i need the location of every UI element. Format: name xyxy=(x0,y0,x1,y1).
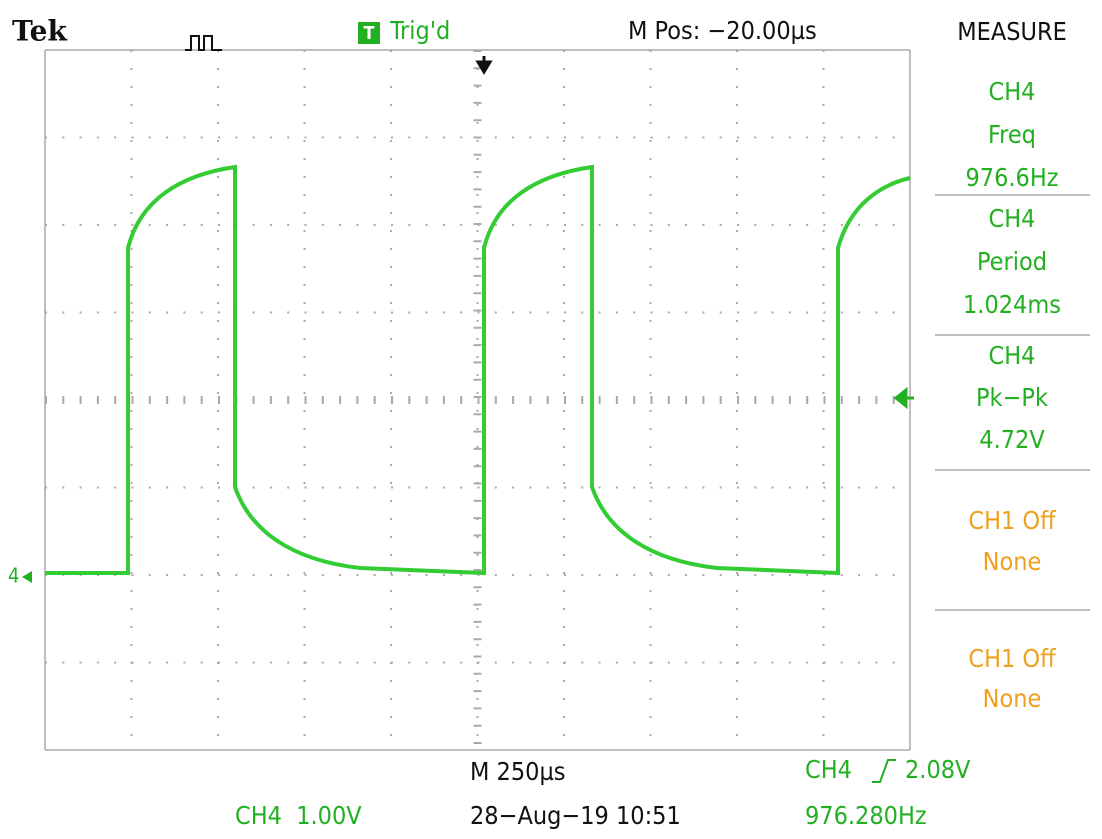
measure-line: 1.024ms xyxy=(963,290,1061,319)
measure-line: Freq xyxy=(988,120,1036,149)
position: M Pos: −20.00µs xyxy=(628,16,817,45)
measure-line: CH4 xyxy=(989,341,1036,370)
measure-line: CH1 Off xyxy=(968,644,1056,673)
trigger-level: 2.08V xyxy=(905,755,971,784)
trigger-slope xyxy=(872,759,896,783)
trigger-status: Trig'd xyxy=(389,16,450,45)
acquire-icon xyxy=(185,35,222,51)
trigger-level-marker xyxy=(893,386,914,410)
measure-panel: MEASURE CH4 Freq 976.6Hz CH4 Period 1.024ms CH… xyxy=(935,17,1090,713)
measure-line: Period xyxy=(977,247,1047,276)
measure-title: MEASURE xyxy=(957,17,1067,46)
measure-line: CH4 xyxy=(989,204,1036,233)
measure-line: 4.72V xyxy=(979,425,1045,454)
trigger-position-marker xyxy=(475,56,493,75)
channel-arrow xyxy=(22,571,32,583)
measure-line: CH1 Off xyxy=(968,506,1056,535)
datetime: 28−Aug−19 10:51 xyxy=(470,801,681,830)
measure-line: CH4 xyxy=(989,77,1036,106)
trigger-source: CH4 xyxy=(805,755,852,784)
timebase: M 250µs xyxy=(470,757,566,786)
trigger-badge: T xyxy=(363,23,374,44)
measure-line: Pk−Pk xyxy=(976,383,1048,412)
measure-line: None xyxy=(983,547,1042,576)
channel-scale: CH4 1.00V xyxy=(235,801,362,830)
brand: Tek xyxy=(12,15,67,48)
measure-line: 976.6Hz xyxy=(965,163,1058,192)
trigger-frequency: 976.280Hz xyxy=(805,801,927,830)
channel-marker: 4 xyxy=(8,564,19,588)
measure-line: None xyxy=(983,684,1042,713)
waveform-trace xyxy=(45,164,911,576)
trigger-badge-box xyxy=(358,22,380,44)
